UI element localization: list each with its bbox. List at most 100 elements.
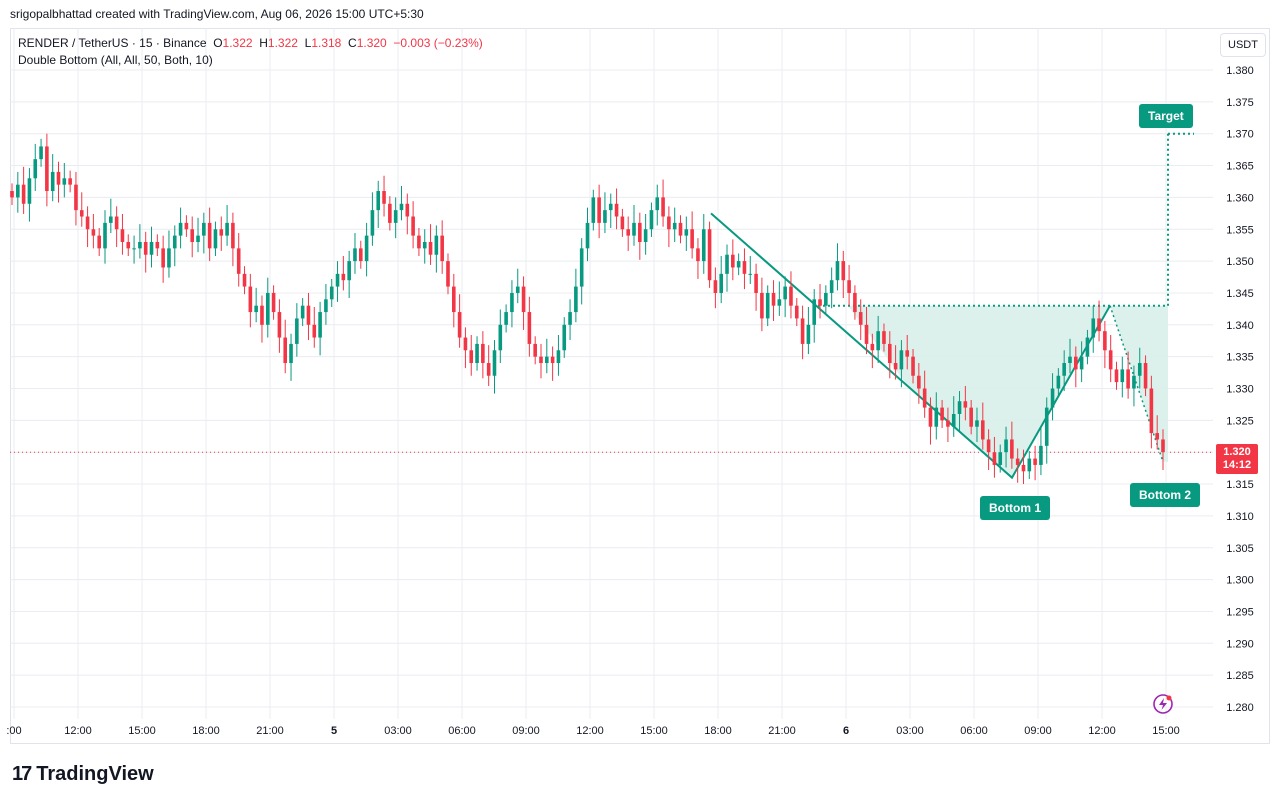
brand-name: TradingView (36, 763, 154, 785)
legend-low-label: L (304, 36, 312, 50)
candle-body (382, 191, 386, 204)
candle-body (318, 312, 322, 338)
candle-body (213, 229, 218, 249)
price-tick-label: 1.280 (1226, 702, 1254, 714)
price-tick-label: 1.310 (1226, 511, 1254, 523)
bottom1-label: Bottom 1 (980, 496, 1050, 520)
legend-indicator[interactable]: Double Bottom (All, All, 50, Both, 10) (18, 53, 213, 67)
price-axis: 1.380 1.375 1.370 1.365 1.360 1.355 1.350 1.345… (1226, 65, 1254, 714)
candle-body (876, 331, 880, 351)
candle-body (911, 356, 915, 376)
candle-body (800, 318, 805, 344)
candle-body (1085, 337, 1090, 357)
candle-body (725, 254, 729, 274)
candle-body (858, 312, 863, 325)
candle-body (358, 248, 363, 262)
candle-body (742, 261, 747, 274)
legend-open-value: 1.322 (222, 36, 253, 50)
candle-body (138, 241, 142, 249)
candle-body (184, 222, 189, 230)
lightning-icon[interactable] (1152, 693, 1174, 715)
candle-body (951, 413, 956, 427)
tradingview-mark-icon: 17 (12, 763, 32, 785)
candle-body (1074, 356, 1078, 370)
candle-body (236, 248, 241, 274)
time-tick-label: 15:00 (640, 725, 668, 737)
candle-body (85, 216, 90, 230)
candle-body (399, 203, 404, 211)
time-tick-label: 6 (843, 725, 849, 737)
candle-body (486, 363, 491, 376)
last-price-value: 1.320 (1223, 446, 1251, 458)
candle-body (388, 203, 392, 223)
candle-body (353, 248, 357, 262)
candle-body (963, 401, 968, 408)
candle-body (300, 305, 305, 319)
price-tick-label: 1.325 (1226, 415, 1254, 427)
candle-body (324, 299, 328, 313)
pattern-fill-left (848, 305, 1110, 478)
candle-body (1091, 318, 1096, 338)
candle-body (562, 324, 567, 351)
candle-body (1079, 356, 1084, 370)
candle-body (1021, 464, 1026, 472)
time-tick-label: 15:00 (128, 725, 156, 737)
candle-body (492, 350, 497, 376)
candle-body (347, 261, 351, 281)
candle-body (655, 197, 660, 211)
candle-body (126, 241, 131, 249)
candle-body (603, 210, 607, 223)
candle-body (475, 343, 479, 364)
candle-body (957, 401, 962, 414)
candle-body (928, 407, 933, 427)
candle-body (1033, 458, 1037, 465)
candle-body (50, 171, 55, 192)
candle-body (545, 356, 549, 364)
price-tick-label: 1.365 (1226, 161, 1254, 173)
candle-body (893, 363, 898, 370)
tradingview-logo[interactable]: 17 TradingView (12, 763, 154, 786)
candle-body (899, 350, 904, 370)
candle-body (975, 420, 979, 427)
candle-body (289, 343, 293, 364)
candle-body (39, 146, 43, 160)
candle-body (754, 273, 758, 293)
candle-body (1126, 369, 1130, 389)
bottom2-label: Bottom 2 (1130, 483, 1200, 507)
legend-close-value: 1.320 (356, 36, 387, 50)
candle-body (1039, 445, 1043, 465)
price-tick-label: 1.315 (1226, 479, 1254, 491)
candle-body (434, 235, 439, 255)
price-tick-label: 1.295 (1226, 606, 1254, 618)
candle-body (393, 210, 398, 223)
candle-body (161, 248, 165, 268)
candle-body (1161, 439, 1165, 453)
candle-body (1132, 375, 1136, 389)
candle-body (521, 286, 526, 313)
candle-body (818, 299, 822, 306)
legend-open-label: O (213, 36, 223, 50)
candle-body (109, 216, 113, 223)
time-tick-label: :00 (6, 725, 21, 737)
candle-body (614, 203, 619, 217)
candle-body (56, 171, 61, 185)
attribution-text: srigopalbhattad created with TradingView… (10, 7, 424, 21)
candle-body (591, 197, 596, 223)
candle-body (887, 343, 892, 364)
chart-legend[interactable]: RENDER / TetherUS · 15 · Binance O1.322 … (18, 35, 483, 69)
currency-button[interactable]: USDT (1220, 33, 1266, 57)
candle-body (172, 235, 177, 249)
time-tick-label: 18:00 (192, 725, 220, 737)
candle-body (934, 407, 939, 427)
candle-body (847, 280, 851, 293)
bar-countdown: 14:12 (1222, 459, 1252, 471)
candle-body (405, 203, 410, 217)
candle-body (946, 420, 950, 427)
candle-body (27, 178, 32, 204)
candle-body (376, 191, 381, 211)
price-tick-label: 1.345 (1226, 288, 1254, 300)
chart-frame[interactable] (10, 28, 1270, 744)
candle-body (905, 350, 910, 357)
candle-body (132, 248, 136, 250)
